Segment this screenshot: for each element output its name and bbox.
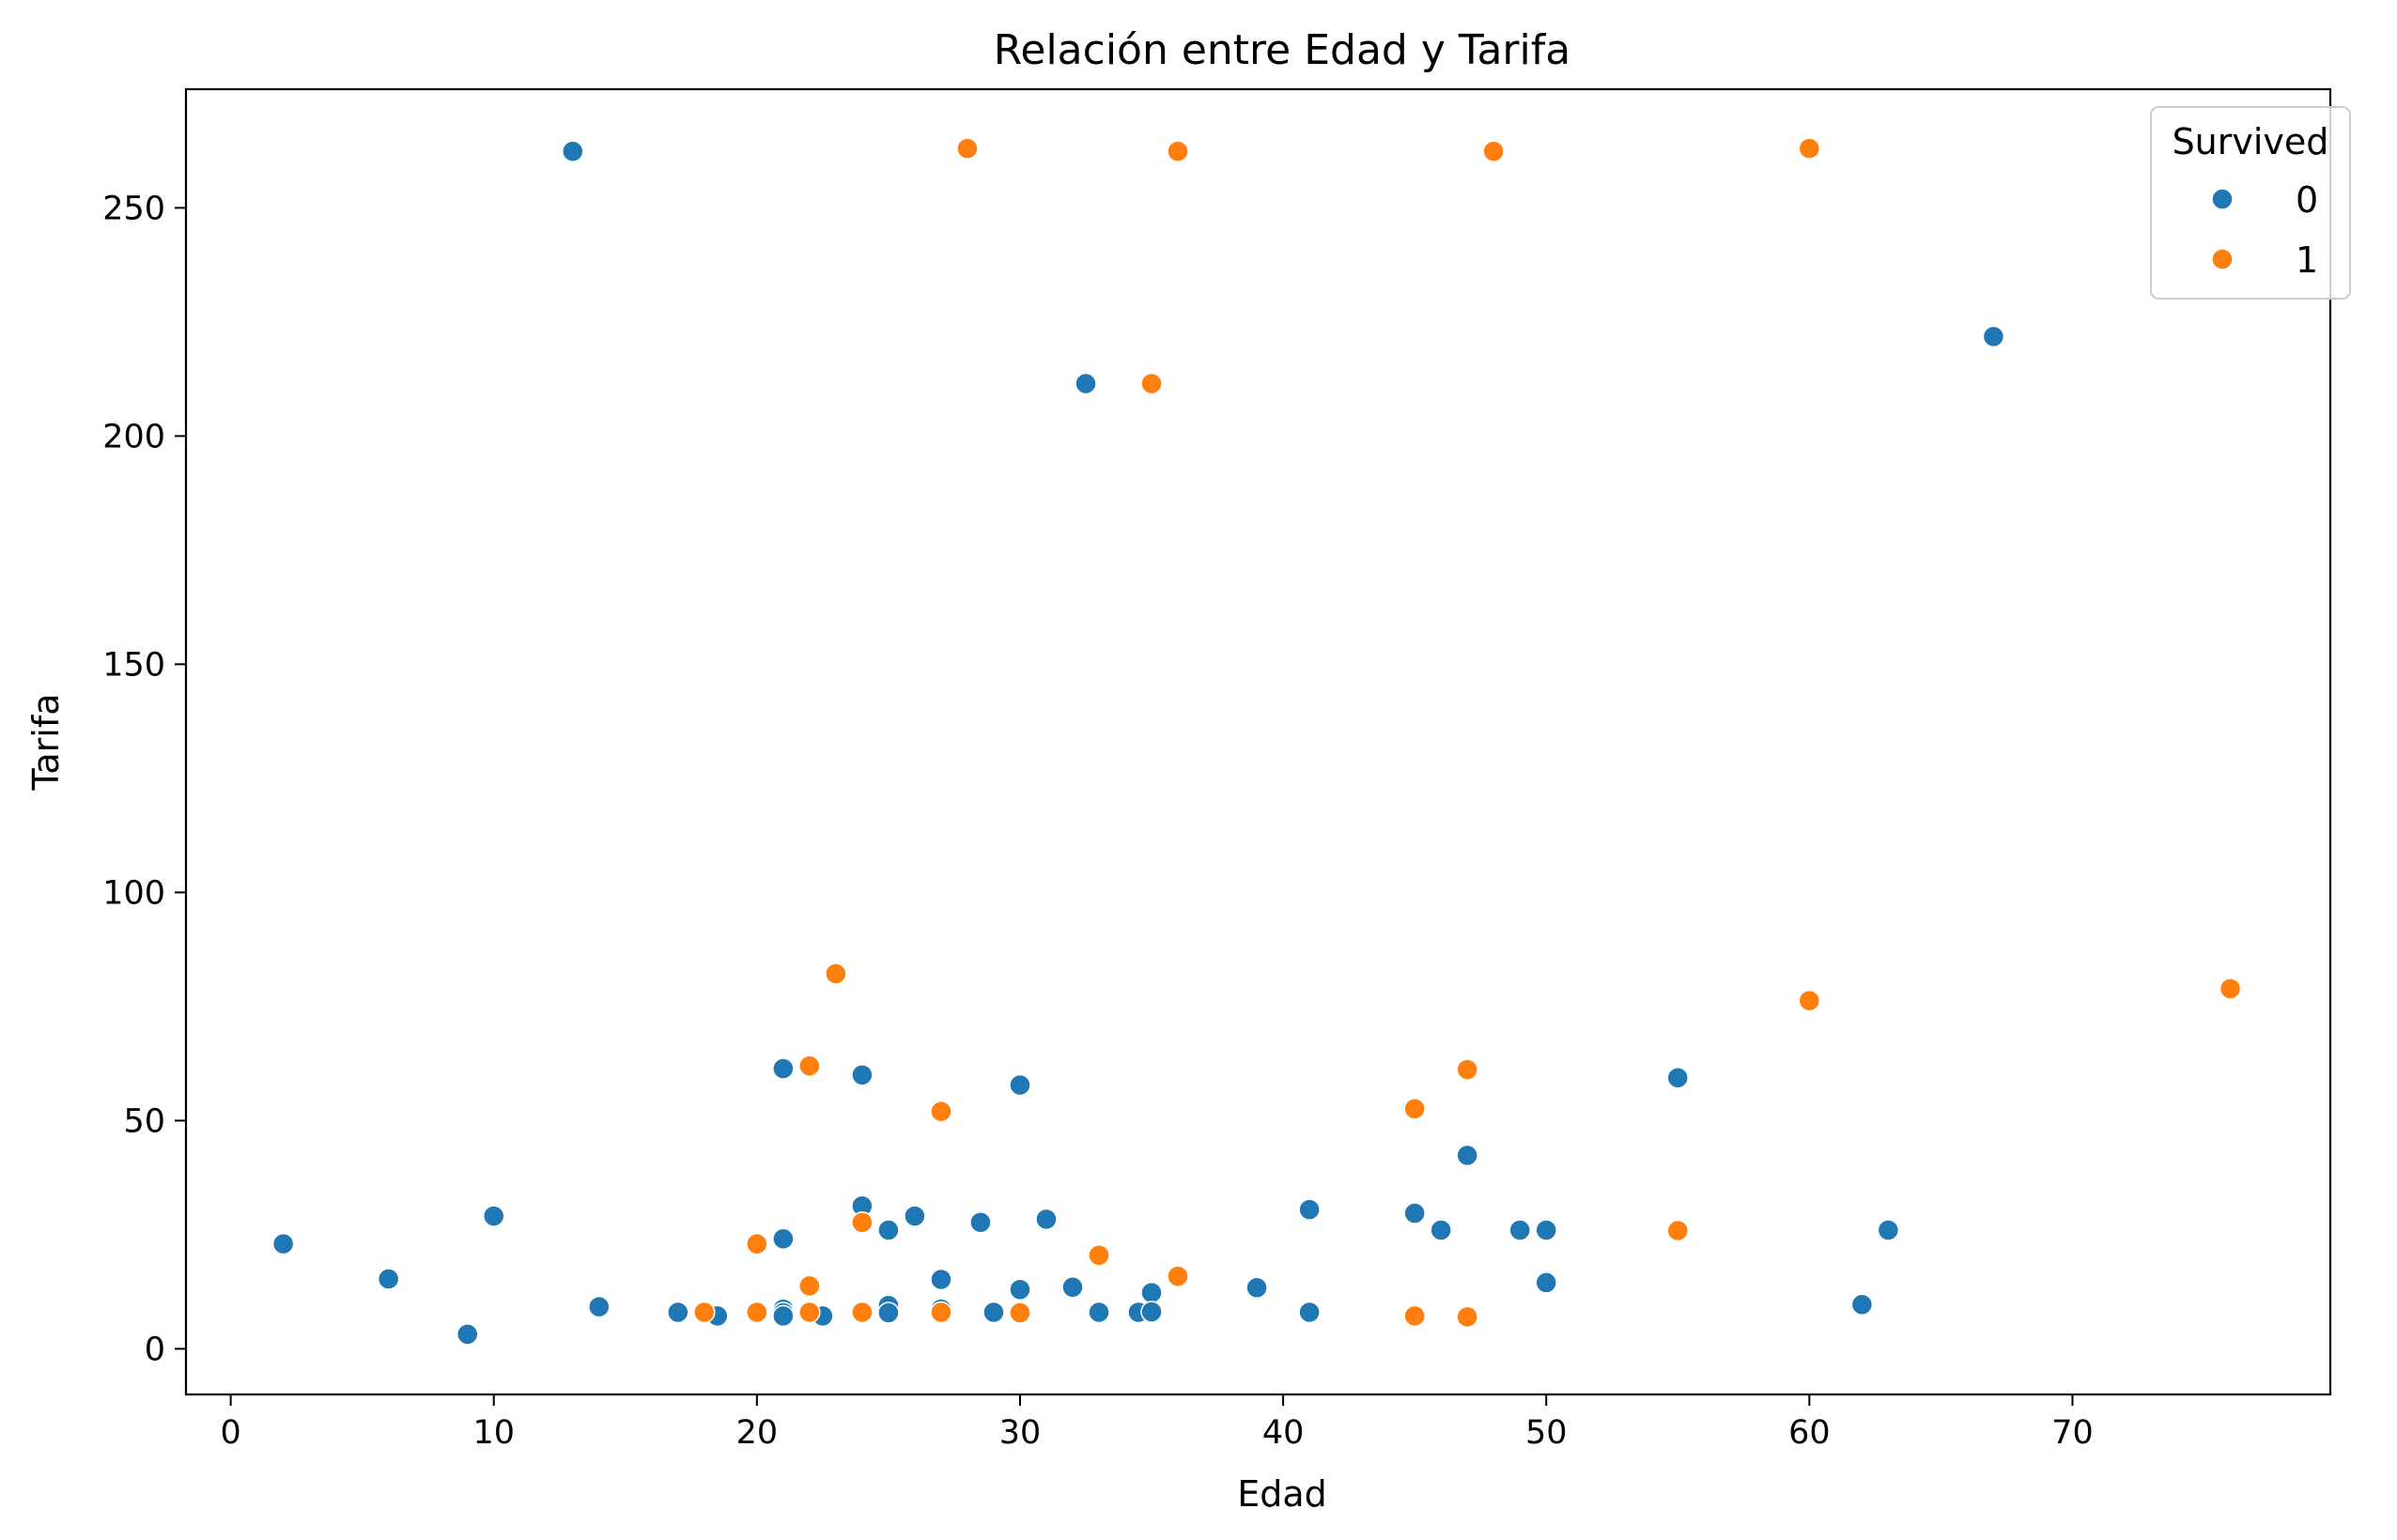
data-point-survived-0	[904, 1205, 926, 1227]
data-point-survived-0	[851, 1064, 874, 1086]
data-point-survived-0	[1535, 1219, 1557, 1241]
data-point-survived-0	[482, 1205, 505, 1227]
data-point-survived-1	[2219, 978, 2242, 1000]
data-point-survived-1	[1482, 140, 1505, 162]
data-point-survived-0	[1666, 1066, 1690, 1089]
x-tick-label: 20	[736, 1414, 779, 1452]
data-point-survived-0	[772, 1227, 795, 1251]
data-point-survived-1	[746, 1232, 768, 1255]
data-point-survived-1	[956, 137, 979, 160]
legend-box	[2150, 106, 2351, 300]
data-point-survived-0	[877, 1301, 900, 1324]
data-point-survived-0	[1009, 1278, 1031, 1301]
legend-label-0: 0	[2296, 179, 2318, 221]
data-point-survived-1	[746, 1301, 768, 1324]
data-point-survived-0	[1075, 372, 1097, 395]
data-point-survived-1	[1403, 1304, 1426, 1328]
x-tick-label: 40	[1262, 1414, 1305, 1452]
data-point-survived-1	[798, 1274, 821, 1298]
legend-marker-1	[2211, 248, 2234, 270]
data-point-survived-0	[1298, 1301, 1321, 1324]
data-point-survived-1	[930, 1301, 952, 1324]
data-point-survived-0	[772, 1057, 795, 1080]
data-point-survived-0	[1535, 1271, 1557, 1294]
data-point-survived-0	[1508, 1219, 1531, 1241]
data-point-survived-0	[1850, 1293, 1874, 1317]
data-point-survived-0	[1035, 1208, 1058, 1231]
data-point-survived-0	[588, 1295, 611, 1318]
data-point-survived-1	[851, 1211, 874, 1234]
data-point-survived-1	[798, 1055, 821, 1077]
data-point-survived-0	[1430, 1219, 1452, 1241]
y-tick-label: 100	[102, 874, 165, 912]
data-point-survived-1	[693, 1301, 716, 1324]
data-point-survived-1	[1009, 1301, 1031, 1324]
x-axis: 0 10 20 30 40 50 60 70	[220, 1394, 2094, 1452]
data-point-survived-1	[1798, 989, 1821, 1012]
x-tick-label: 60	[1788, 1414, 1831, 1452]
y-tick-label: 0	[145, 1331, 165, 1368]
data-point-survived-1	[1798, 137, 1821, 160]
data-point-survived-1	[798, 1301, 821, 1324]
scatter-points	[271, 137, 2242, 1346]
data-point-survived-0	[667, 1301, 689, 1324]
y-tick-label: 150	[102, 646, 165, 684]
data-point-survived-1	[1088, 1244, 1110, 1267]
data-point-survived-0	[772, 1304, 795, 1328]
data-point-survived-1	[1167, 140, 1189, 162]
x-axis-label: Edad	[1237, 1473, 1327, 1515]
y-tick-label: 250	[102, 190, 165, 227]
y-tick-label: 200	[102, 418, 165, 455]
data-point-survived-0	[930, 1268, 952, 1291]
data-point-survived-0	[982, 1301, 1005, 1324]
legend-title: Survived	[2173, 121, 2329, 162]
data-point-survived-0	[1456, 1144, 1478, 1167]
legend: Survived 0 1	[2150, 106, 2351, 300]
data-point-survived-1	[825, 962, 847, 985]
plot-area	[184, 87, 2332, 1396]
legend-marker-0	[2211, 188, 2234, 210]
data-point-survived-0	[456, 1323, 479, 1346]
y-axis: 0 50 100 150 200 250	[102, 190, 186, 1368]
data-point-survived-0	[1877, 1219, 1900, 1241]
y-tick-label: 50	[123, 1102, 165, 1140]
data-point-survived-0	[1009, 1073, 1031, 1097]
data-point-survived-0	[1088, 1301, 1110, 1324]
x-tick-label: 30	[999, 1414, 1042, 1452]
x-tick-label: 70	[2051, 1414, 2094, 1452]
data-point-survived-0	[1061, 1276, 1084, 1299]
data-point-survived-0	[1982, 325, 2005, 348]
data-point-survived-1	[1456, 1058, 1478, 1081]
data-point-survived-0	[1298, 1198, 1321, 1221]
legend-label-1: 1	[2296, 239, 2318, 281]
chart-title: Relación entre Edad y Tarifa	[994, 26, 1570, 74]
data-point-survived-0	[1140, 1281, 1163, 1304]
x-tick-label: 10	[472, 1414, 515, 1452]
data-point-survived-1	[1456, 1305, 1478, 1329]
data-point-survived-1	[1140, 372, 1163, 395]
data-point-survived-0	[1140, 1301, 1163, 1323]
data-point-survived-0	[562, 140, 584, 162]
data-point-survived-0	[1403, 1202, 1426, 1224]
data-point-survived-1	[1403, 1098, 1426, 1120]
data-point-survived-0	[377, 1268, 400, 1290]
data-point-survived-1	[1666, 1219, 1690, 1242]
data-point-survived-0	[271, 1232, 295, 1255]
data-point-survived-0	[877, 1219, 900, 1241]
data-point-survived-0	[969, 1211, 992, 1234]
data-point-survived-1	[930, 1100, 952, 1123]
x-tick-label: 50	[1525, 1414, 1568, 1452]
data-point-survived-0	[1245, 1276, 1268, 1300]
data-point-survived-1	[1167, 1265, 1189, 1287]
y-axis-label: Tarifa	[25, 693, 67, 791]
x-tick-label: 0	[220, 1414, 240, 1452]
data-point-survived-1	[851, 1301, 874, 1324]
